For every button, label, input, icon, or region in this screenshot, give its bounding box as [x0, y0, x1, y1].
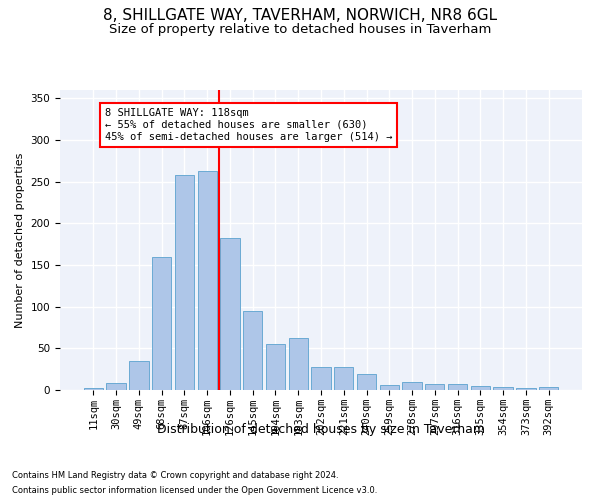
Bar — [175, 175, 194, 390]
Bar — [403, 382, 422, 390]
Text: Distribution of detached houses by size in Taverham: Distribution of detached houses by size … — [157, 422, 485, 436]
Text: 8, SHILLGATE WAY, TAVERHAM, NORWICH, NR8 6GL: 8, SHILLGATE WAY, TAVERHAM, NORWICH, NR8… — [103, 8, 497, 22]
Bar — [357, 374, 376, 390]
Bar — [220, 238, 239, 390]
Text: Contains HM Land Registry data © Crown copyright and database right 2024.: Contains HM Land Registry data © Crown c… — [12, 471, 338, 480]
Bar — [197, 171, 217, 390]
Bar — [289, 338, 308, 390]
Bar — [106, 384, 126, 390]
Bar — [243, 311, 262, 390]
Text: 8 SHILLGATE WAY: 118sqm
← 55% of detached houses are smaller (630)
45% of semi-d: 8 SHILLGATE WAY: 118sqm ← 55% of detache… — [105, 108, 392, 142]
Bar — [425, 384, 445, 390]
Text: Size of property relative to detached houses in Taverham: Size of property relative to detached ho… — [109, 22, 491, 36]
Bar — [516, 388, 536, 390]
Bar — [84, 388, 103, 390]
Bar — [380, 385, 399, 390]
Bar — [129, 361, 149, 390]
Text: Contains public sector information licensed under the Open Government Licence v3: Contains public sector information licen… — [12, 486, 377, 495]
Bar — [493, 386, 513, 390]
Bar — [311, 366, 331, 390]
Bar — [266, 344, 285, 390]
Bar — [448, 384, 467, 390]
Y-axis label: Number of detached properties: Number of detached properties — [15, 152, 25, 328]
Bar — [470, 386, 490, 390]
Bar — [334, 366, 353, 390]
Bar — [152, 256, 172, 390]
Bar — [539, 386, 558, 390]
